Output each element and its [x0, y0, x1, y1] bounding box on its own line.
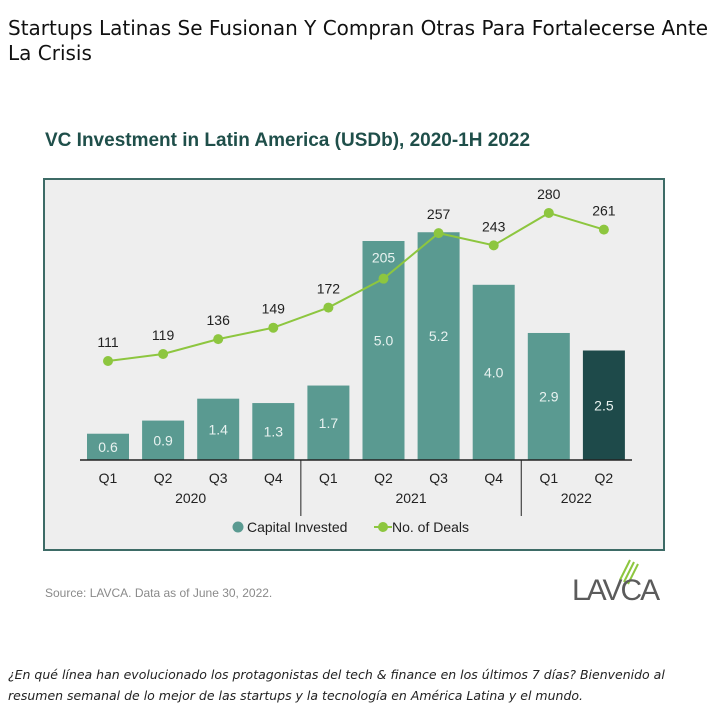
deals-label: 149: [262, 301, 286, 317]
legend-capital-invested: Capital Invested: [247, 519, 347, 535]
deals-point: [158, 348, 169, 359]
legend-bar-marker: [232, 521, 244, 533]
deals-line: [107, 211, 605, 362]
x-tick-label: Q3: [429, 470, 448, 486]
bar-label: 1.4: [208, 421, 228, 437]
chart-source: Source: LAVCA. Data as of June 30, 2022.: [45, 586, 273, 600]
deals-point: [598, 224, 609, 235]
x-tick-label: Q4: [484, 470, 503, 486]
x-tick-label: Q2: [374, 470, 393, 486]
bar-label: 5.2: [429, 328, 449, 344]
bar-label: 1.3: [264, 424, 284, 440]
x-tick-label: Q1: [319, 470, 338, 486]
x-tick-label: Q1: [539, 470, 558, 486]
deals-point: [268, 322, 279, 333]
x-tick-label: Q3: [209, 470, 228, 486]
bar: [307, 385, 350, 460]
article-headline: Startups Latinas Se Fusionan Y Compran O…: [8, 16, 709, 65]
deals-label: 257: [427, 206, 451, 222]
deals-label: 111: [97, 334, 118, 350]
year-label: 2020: [175, 490, 206, 506]
deals-point: [103, 356, 113, 366]
bar: [87, 433, 129, 460]
bar: [252, 403, 295, 460]
bar-label: 2.9: [539, 388, 559, 404]
bar: [472, 284, 515, 460]
deals-point: [543, 207, 554, 218]
legend-line-dot: [378, 522, 388, 532]
bar: [197, 398, 240, 460]
deals-label: 261: [592, 203, 616, 219]
x-tick-label: Q4: [264, 470, 283, 486]
bar-label: 0.6: [98, 439, 118, 455]
year-label: 2021: [395, 490, 426, 506]
bar: [417, 232, 460, 460]
chart-title: VC Investment in Latin America (USDb), 2…: [45, 130, 531, 151]
deals-label: 172: [317, 281, 341, 297]
lavca-logo: LAVCA: [572, 558, 667, 608]
bar-label: 0.9: [153, 432, 173, 448]
bar-label: 2.5: [594, 397, 614, 413]
x-tick-label: Q1: [99, 470, 118, 486]
deals-label: 205: [372, 250, 396, 266]
x-tick-label: Q2: [154, 470, 173, 486]
legend-no-of-deals: No. of Deals: [392, 519, 469, 535]
bar-label: 5.0: [374, 333, 394, 349]
deals-point: [323, 302, 334, 313]
bar-label: 4.0: [484, 364, 504, 380]
deals-point: [433, 228, 444, 239]
deals-label: 280: [537, 186, 561, 202]
deals-point: [378, 273, 389, 284]
deals-point: [213, 334, 224, 345]
x-tick-label: Q2: [595, 470, 614, 486]
deals-point: [488, 240, 499, 251]
deals-label: 119: [152, 327, 175, 343]
deals-label: 136: [207, 312, 231, 328]
bar: [142, 420, 185, 460]
deals-label: 243: [482, 218, 506, 234]
bar-label: 1.7: [319, 415, 339, 431]
bar: [582, 350, 625, 460]
article-intro: ¿En qué línea han evolucionado los prota…: [8, 667, 665, 703]
bar: [527, 332, 570, 460]
year-label: 2022: [561, 490, 592, 506]
